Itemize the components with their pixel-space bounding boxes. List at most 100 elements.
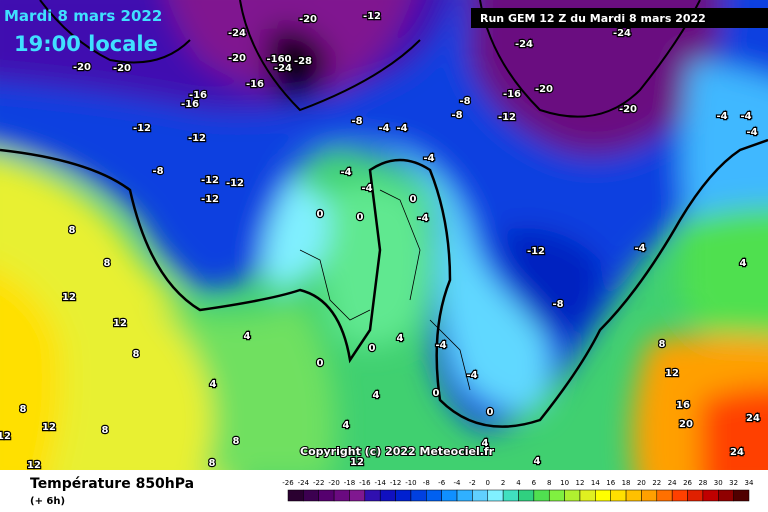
colorbar-tick: 12 [576,479,585,487]
colorbar-swatch [379,489,396,502]
colorbar-swatch [426,489,442,502]
colorbar-swatch [487,489,504,502]
date: Mardi 8 mars 2022 [4,7,162,25]
contour-label: 4 [397,333,404,344]
colorbar-tick: -16 [359,479,371,487]
contour-label: 4 [482,438,489,449]
contour-label: -20 [299,14,317,25]
contour-label: 4 [534,456,541,467]
contour-label: 8 [233,436,240,447]
colorbar-swatch [641,489,658,502]
colorbar-swatch [456,489,473,502]
colorbar-tick: 6 [532,479,537,487]
contour-label: 4 [343,420,350,431]
time: 19:00 locale [14,32,158,56]
contour-label: -16 [189,90,207,101]
colorbar-tick: -18 [344,479,355,487]
contour-label: -24 [613,28,631,39]
colorbar-tick: 34 [745,479,754,487]
contour-label: -20 [619,104,637,115]
colorbar-tick: 14 [591,479,600,487]
contour-label: -24 [274,63,292,74]
colorbar-tick: -26 [282,479,294,487]
colorbar-tick: 16 [606,479,615,487]
colorbar-swatch [410,489,427,502]
contour-label: 12 [27,460,41,471]
colorbar-swatch [548,489,565,502]
colorbar-swatch [564,489,581,502]
colorbar-tick: 18 [622,479,631,487]
colorbar-swatch [656,489,673,502]
contour-label: -16 [503,89,521,100]
contour-label: 4 [244,331,251,342]
contour-label: 8 [659,339,666,350]
contour-label: 0 [317,358,324,369]
contour-label: -4 [435,340,446,351]
contour-label: 0 [487,407,494,418]
colorbar-swatch [333,489,350,502]
contour-label: 4 [210,379,217,390]
zero-isotherm [0,138,768,428]
contour-label: -4 [396,123,407,134]
contour-label: -8 [351,116,362,127]
contour-label: -4 [634,243,645,254]
colorbar-tick: -24 [298,479,310,487]
contour-label: -4 [466,370,477,381]
contour-label: -4 [423,153,434,164]
colorbar-swatch [303,489,319,502]
colorbar-tick: -6 [438,479,446,487]
contour-label: -8 [459,96,470,107]
contour-label: -12 [363,11,381,22]
contour-label: -12 [498,112,516,123]
contour-label: -4 [361,183,372,194]
colorbar-swatch [718,489,734,502]
contour-label: -20 [535,84,553,95]
contour-label: -20 [228,53,246,64]
colorbar-swatch [287,489,304,502]
contour-label: 0 [317,209,324,220]
coastline [299,189,471,391]
contour-label: -12 [188,133,206,144]
run-box [471,8,768,28]
colorbar-swatch [579,489,596,502]
temperature-field: -20 -12-24-24-24-20 -20-20 -160 -28-24-16-16… [0,0,768,471]
colorbar-tick: 28 [698,479,707,487]
contour-label: 12 [0,431,11,442]
colorbar-tick: 10 [560,479,569,487]
colorbar-tick: 8 [547,479,551,487]
colorbar-tick: 24 [668,479,677,487]
contour [39,0,701,118]
contour-label: 0 [433,388,440,399]
contour-label: -16 [246,79,264,90]
contour-label: 24 [730,447,744,458]
contour-label: -28 [294,56,312,67]
colorbar-tick: -10 [405,479,416,487]
footer-title: Température 850hPa [30,476,194,492]
colorbar-swatch [610,489,627,502]
contour-label: 8 [102,425,109,436]
contour-label: -8 [152,166,163,177]
contour-labels: -20 -12-24-24-24-20 -20-20 -160 -28-24-16-16… [0,10,761,471]
contour-label: 8 [104,258,111,269]
colorbar-tick: 4 [516,479,521,487]
contour-label: -4 [340,167,351,178]
contour-label: -8 [451,110,462,121]
colorbar-tick: -12 [390,479,401,487]
colorbar-tick: -14 [374,479,386,487]
contour-label: -160 [266,54,291,65]
colorbar-tick: 2 [501,479,505,487]
contour-label: -16 [181,99,199,110]
footer-step: (+ 6h) [30,496,65,507]
colorbar-swatch [702,489,719,502]
colorbar-tick: 0 [486,479,490,487]
colorbar-tick: -8 [423,479,430,487]
contour-label: 12 [350,457,364,468]
colorbar-swatch [502,489,519,502]
colorbar-tick: -22 [313,479,324,487]
colorbar-tick: 26 [683,479,692,487]
colorbar-swatch [318,489,335,502]
contour-label: -12 [201,194,219,205]
colorbar-tick: 22 [652,479,661,487]
